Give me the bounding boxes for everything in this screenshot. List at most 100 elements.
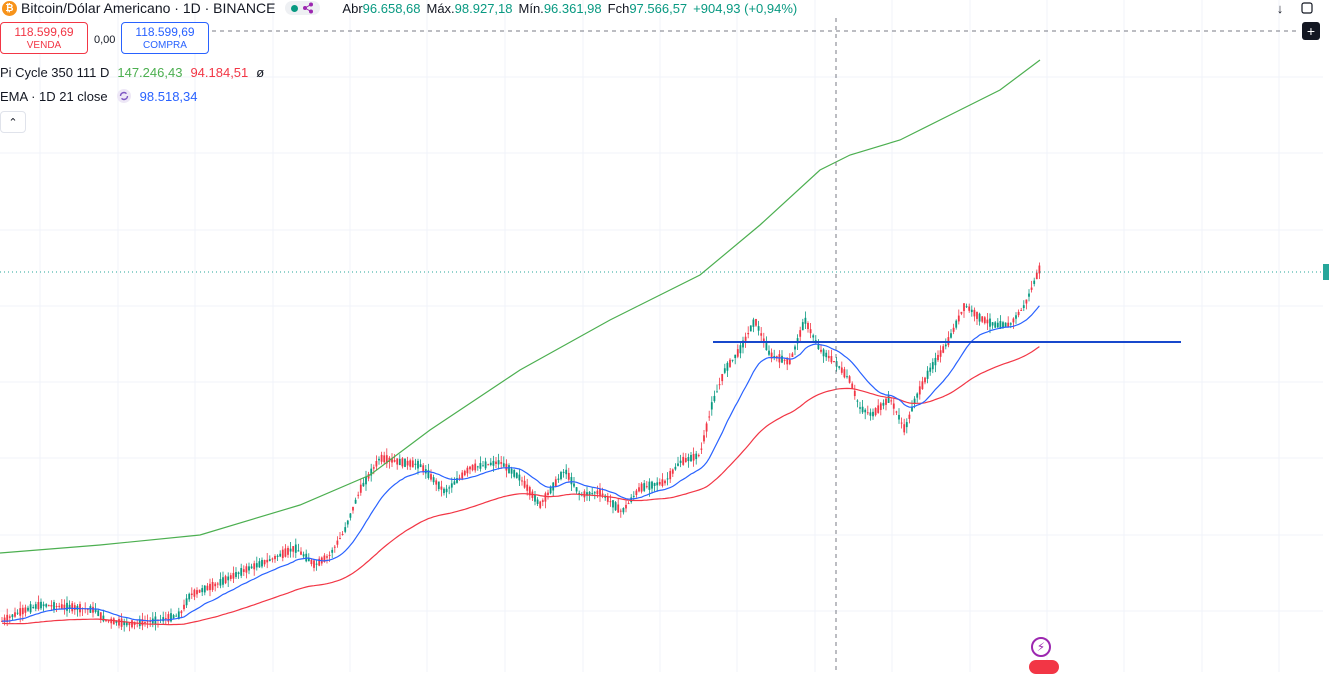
- candle-body: [99, 612, 102, 620]
- candle-body: [726, 362, 729, 371]
- candle-body: [864, 409, 867, 413]
- candle-body: [684, 457, 687, 463]
- candle-body: [310, 559, 313, 565]
- candle-body: [276, 555, 279, 557]
- collapse-legend-button[interactable]: ⌃: [0, 111, 26, 133]
- candle-body: [578, 492, 581, 495]
- candle-body: [978, 313, 981, 322]
- candle-body: [877, 405, 880, 413]
- candle-body: [19, 608, 22, 616]
- symbol-title[interactable]: Bitcoin/Dólar Americano · 1D · BINANCE: [21, 0, 276, 16]
- candle-body: [362, 482, 365, 487]
- candle-body: [848, 376, 851, 383]
- candle-body: [188, 593, 191, 600]
- candle-body: [294, 544, 297, 553]
- candle-body: [708, 416, 711, 418]
- candle-body: [463, 470, 466, 476]
- candle-body: [422, 465, 425, 472]
- candle-body: [843, 369, 846, 378]
- sell-button[interactable]: 118.599,69 VENDA: [0, 22, 88, 54]
- candle-body: [609, 501, 612, 503]
- candle-body: [833, 361, 835, 363]
- candle-body: [664, 480, 666, 484]
- candle-body: [640, 483, 643, 492]
- candle-body: [588, 491, 591, 496]
- candle-body: [794, 346, 796, 350]
- candle-body: [627, 503, 630, 505]
- share-icon[interactable]: [302, 2, 314, 14]
- candle-body: [1009, 323, 1012, 325]
- candle-body: [193, 589, 196, 597]
- candle-body: [937, 354, 939, 361]
- candle-body: [430, 474, 432, 480]
- candle-body: [986, 319, 989, 324]
- lightning-icon[interactable]: ⚡: [1031, 637, 1051, 657]
- ema-21-line: [2, 305, 1040, 622]
- candle-body: [697, 455, 700, 457]
- candle-body: [682, 456, 685, 465]
- candle-body: [656, 482, 659, 486]
- candle-body: [385, 455, 388, 464]
- flag-icon[interactable]: [1029, 660, 1059, 674]
- candle-body: [346, 520, 349, 525]
- candle-body: [643, 483, 646, 491]
- candle-body: [289, 548, 292, 552]
- candle-body: [625, 504, 627, 509]
- candle-body: [905, 422, 908, 428]
- candle-body: [34, 604, 37, 609]
- candle-body: [838, 366, 841, 368]
- candle-body: [812, 335, 815, 338]
- candle-body: [237, 572, 240, 574]
- candle-body: [562, 471, 565, 473]
- candle-body: [27, 607, 29, 611]
- candle-body: [250, 566, 253, 569]
- candle-body: [505, 463, 508, 471]
- candle-body: [760, 333, 763, 336]
- candle-body: [349, 513, 352, 518]
- candle-body: [648, 481, 651, 490]
- candle-body: [853, 390, 856, 397]
- candle-body: [638, 487, 640, 492]
- candle-body: [601, 493, 604, 496]
- arrow-down-icon[interactable]: ↓: [1276, 0, 1284, 16]
- candle-body: [47, 605, 50, 607]
- candle-body: [396, 458, 399, 465]
- candle-body: [666, 478, 669, 480]
- candle-body: [718, 384, 721, 386]
- candle-body: [183, 604, 185, 610]
- candle-body: [801, 322, 804, 331]
- candle-body: [287, 547, 289, 555]
- market-status-button[interactable]: [285, 1, 321, 15]
- candle-body: [518, 474, 521, 481]
- pi-cycle-legend[interactable]: Pi Cycle 350 111 D 147.246,43 94.184,51 …: [0, 64, 264, 80]
- candle-body: [112, 618, 115, 625]
- candle-body: [443, 488, 445, 494]
- refresh-icon[interactable]: [116, 88, 132, 104]
- candle-body: [822, 349, 825, 357]
- candle-body: [307, 558, 310, 562]
- candle-body: [1035, 272, 1038, 280]
- candle-body: [198, 589, 201, 593]
- ema-value: 98.518,34: [139, 88, 198, 104]
- candles: [1, 262, 1041, 632]
- candle-body: [591, 493, 594, 495]
- candle-body: [328, 554, 331, 556]
- plus-icon[interactable]: +: [1302, 22, 1320, 40]
- candle-body: [406, 460, 409, 466]
- candle-body: [138, 619, 141, 627]
- buy-button[interactable]: 118.599,69 COMPRA: [121, 22, 209, 54]
- candle-body: [484, 461, 487, 469]
- candle-body: [703, 435, 705, 442]
- candle-body: [1004, 322, 1007, 328]
- fullscreen-icon[interactable]: [1298, 0, 1316, 16]
- candle-body: [570, 477, 573, 485]
- candle-body: [1002, 322, 1004, 328]
- ema-label: EMA · 1D 21 close: [0, 88, 108, 104]
- candle-body: [476, 466, 479, 468]
- candle-body: [846, 376, 848, 378]
- candle-body: [916, 393, 919, 398]
- candle-body: [544, 493, 547, 502]
- ema-legend[interactable]: EMA · 1D 21 close 98.518,34: [0, 88, 198, 104]
